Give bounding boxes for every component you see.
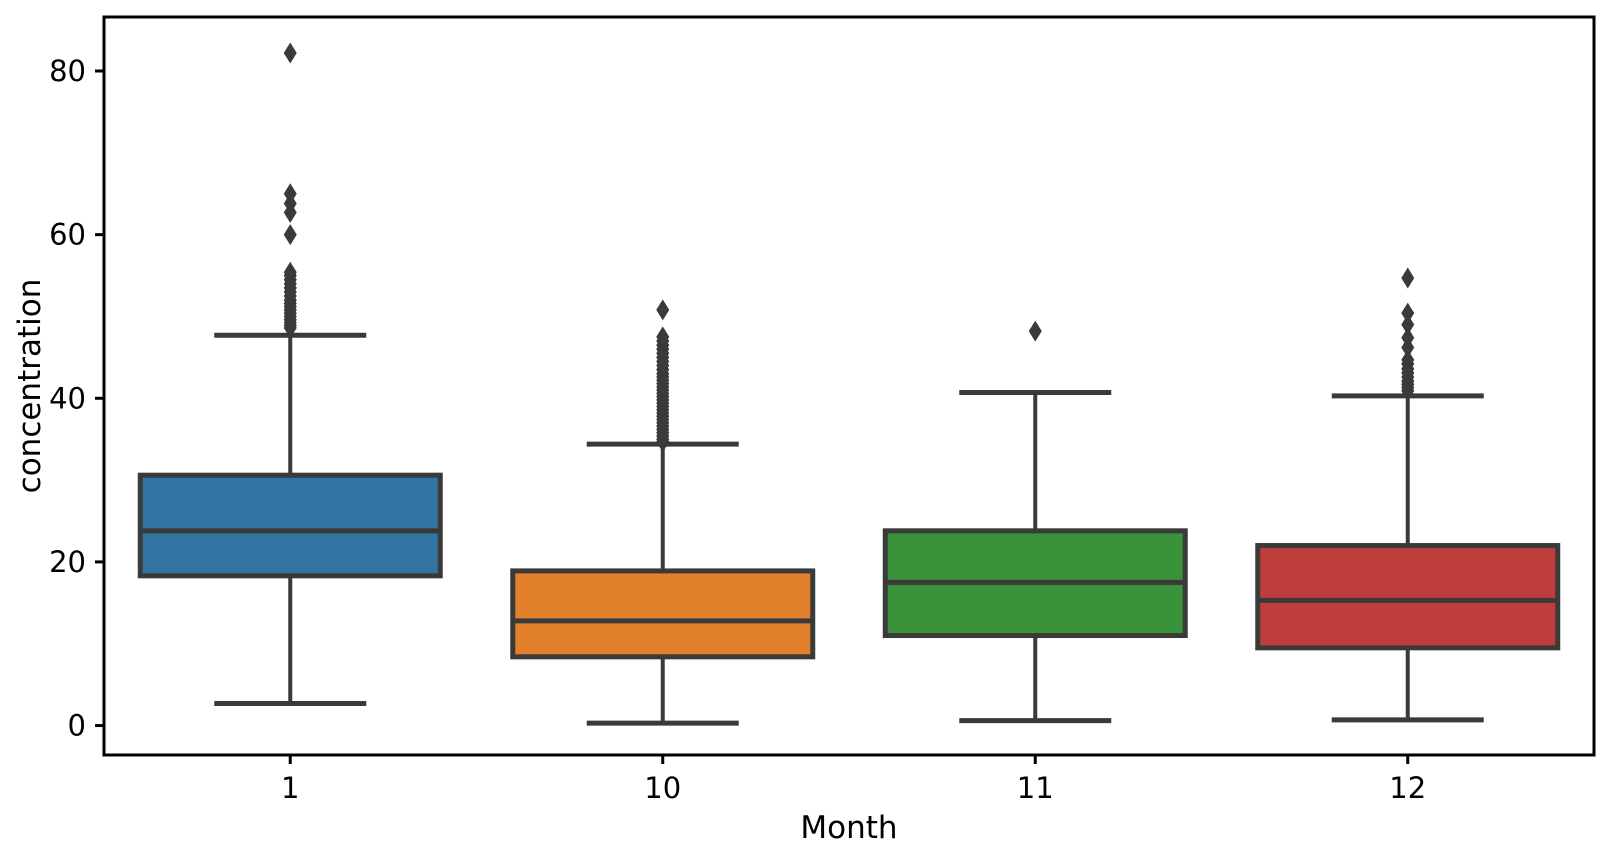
y-tick-label: 20: [49, 545, 86, 579]
x-tick-label: 11: [1017, 771, 1054, 805]
y-tick-label: 0: [68, 709, 86, 743]
x-tick-label: 1: [281, 771, 299, 805]
y-axis-title: concentration: [12, 279, 48, 494]
outlier-point: [1401, 267, 1415, 289]
x-tick-label: 10: [644, 771, 681, 805]
y-tick-label: 60: [49, 218, 86, 252]
outlier-point: [1401, 302, 1415, 324]
outlier-point: [283, 224, 297, 246]
outlier-point: [1401, 349, 1415, 371]
outlier-point: [656, 299, 670, 321]
outlier-point: [1401, 314, 1415, 336]
x-tick-label: 12: [1389, 771, 1426, 805]
outlier-point: [656, 326, 670, 348]
outlier-point: [283, 42, 297, 64]
y-tick-label: 80: [49, 54, 86, 88]
y-tick-label: 40: [49, 381, 86, 415]
outlier-point: [283, 261, 297, 283]
axes-frame: [102, 15, 1596, 757]
box-1: [137, 472, 443, 579]
outlier-point: [1401, 327, 1415, 349]
outlier-point: [1028, 320, 1042, 342]
plot-content: 0 20 40 60 80 1 10 11 12: [49, 15, 1596, 805]
x-axis-title: Month: [800, 810, 897, 846]
box-10: [510, 568, 816, 660]
outlier-point: [283, 183, 297, 205]
box-12: [1255, 543, 1561, 651]
